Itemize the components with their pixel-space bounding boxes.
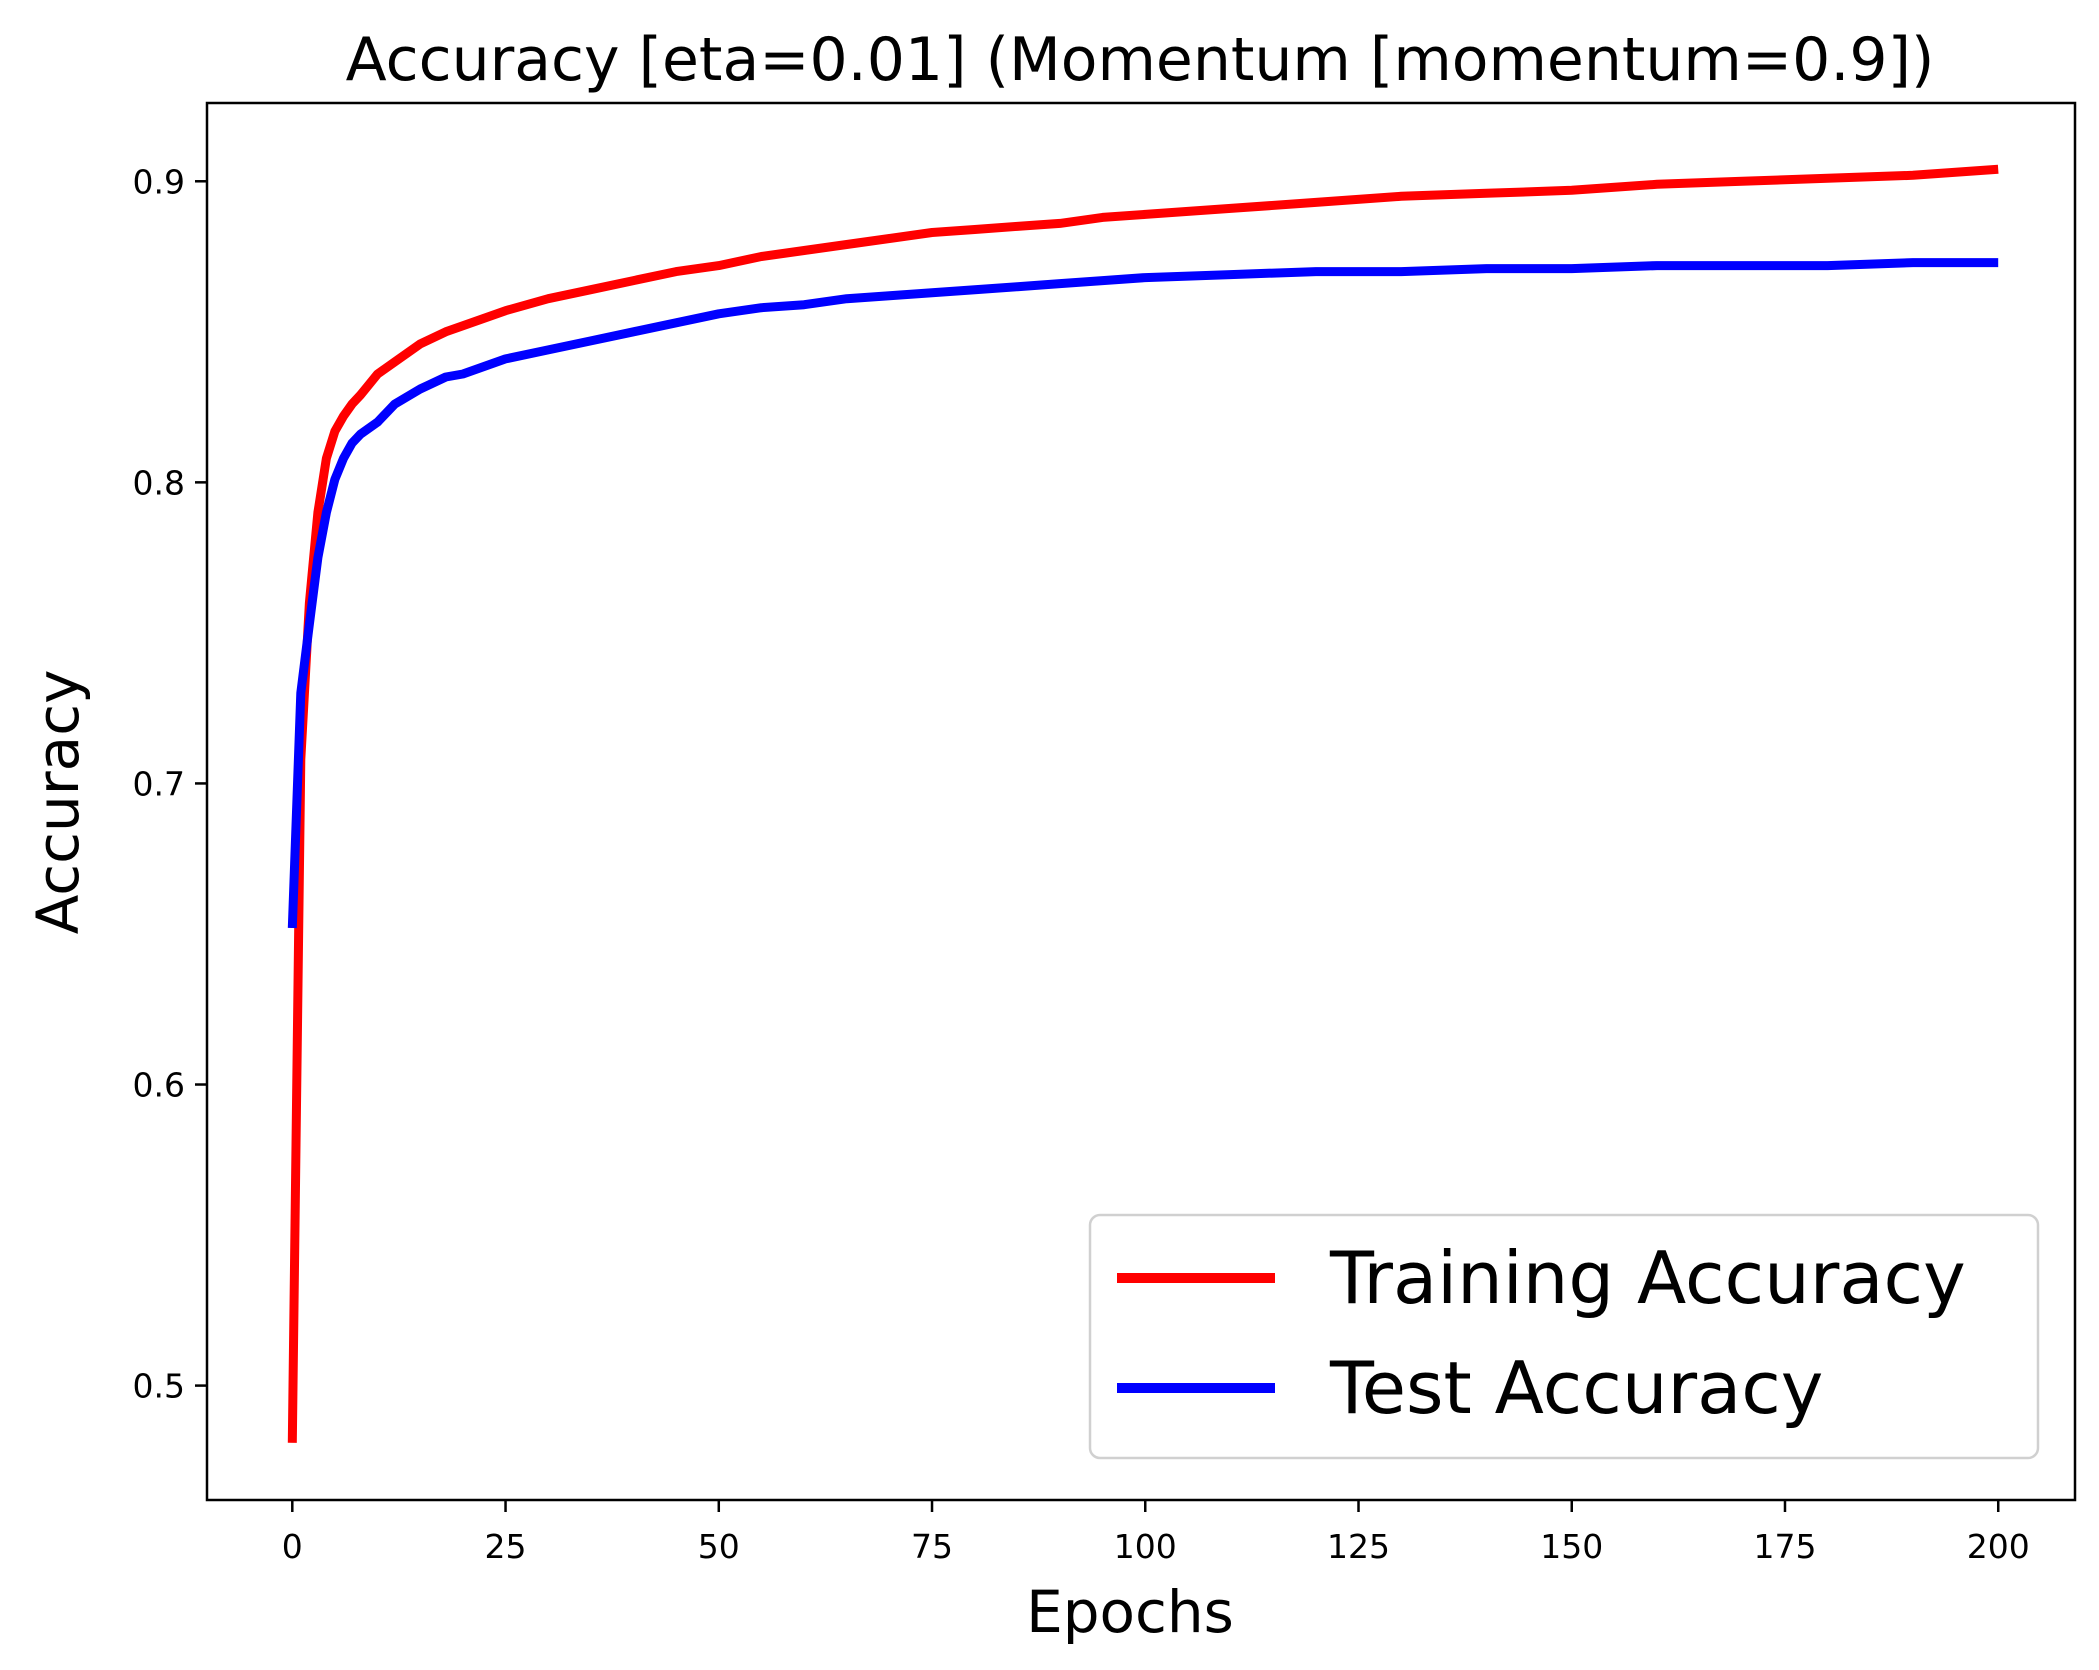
- series-lines: [287, 164, 1999, 1443]
- y-tick-label: 0.5: [133, 1367, 185, 1406]
- series-line-test: [287, 258, 1999, 929]
- legend: Training Accuracy Test Accuracy: [1088, 1213, 2040, 1460]
- x-axis-ticks: 0 25 50 75 100 125 150 175 200: [282, 1500, 2030, 1566]
- y-tick-label: 0.6: [133, 1066, 185, 1105]
- x-tick-label: 100: [1114, 1527, 1177, 1566]
- x-tick-label: 150: [1540, 1527, 1603, 1566]
- x-tick-label: 125: [1327, 1527, 1390, 1566]
- x-tick-label: 75: [911, 1527, 953, 1566]
- x-tick-label: 0: [282, 1527, 303, 1566]
- legend-label-training: Training Accuracy: [1329, 1236, 1966, 1320]
- legend-box: [1088, 1213, 2040, 1460]
- y-tick-label: 0.9: [133, 162, 185, 201]
- x-tick-label: 175: [1753, 1527, 1816, 1566]
- x-axis-label: Epochs: [1026, 1578, 1234, 1646]
- y-tick-label: 0.7: [133, 764, 185, 803]
- x-tick-label: 50: [698, 1527, 740, 1566]
- y-tick-label: 0.8: [133, 463, 185, 502]
- y-axis-label: Accuracy: [24, 670, 92, 935]
- chart-title: Accuracy [eta=0.01] (Momentum [momentum=…: [346, 25, 1935, 95]
- x-tick-label: 25: [485, 1527, 527, 1566]
- series-line-training: [287, 164, 1999, 1443]
- x-tick-label: 200: [1967, 1527, 2030, 1566]
- y-axis-ticks: 0.5 0.6 0.7 0.8 0.9: [133, 162, 207, 1406]
- legend-label-test: Test Accuracy: [1329, 1346, 1823, 1430]
